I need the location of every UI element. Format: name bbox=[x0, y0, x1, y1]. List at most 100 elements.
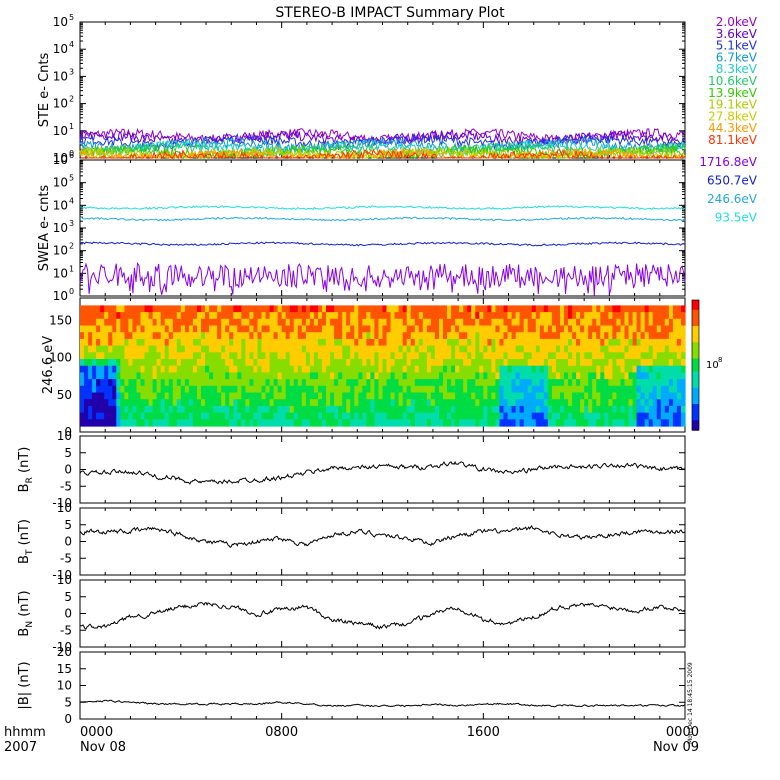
heatmap-cell bbox=[612, 305, 617, 313]
heatmap-cell bbox=[495, 365, 500, 373]
heatmap-cell bbox=[176, 305, 182, 313]
heatmap-cell bbox=[152, 359, 158, 367]
legend-entry: 1716.8eV bbox=[699, 155, 757, 169]
heatmap-cell bbox=[636, 365, 642, 373]
heatmap-cell bbox=[338, 419, 343, 427]
heatmap-cell bbox=[519, 325, 525, 333]
heatmap-cell bbox=[249, 365, 254, 373]
heatmap-cell bbox=[507, 318, 513, 327]
heatmap-cell bbox=[398, 332, 404, 340]
heatmap-cell bbox=[479, 332, 484, 340]
heatmap-cell bbox=[362, 338, 367, 347]
heatmap-cell bbox=[197, 392, 202, 400]
heatmap-cell bbox=[354, 359, 359, 367]
heatmap-cell bbox=[261, 385, 267, 394]
heatmap-cell bbox=[184, 385, 190, 394]
heatmap-cell bbox=[455, 392, 460, 400]
heatmap-cell bbox=[233, 372, 238, 380]
heatmap-cell bbox=[475, 359, 480, 367]
heatmap-cell bbox=[398, 399, 404, 407]
heatmap-cell bbox=[511, 325, 517, 333]
heatmap-cell bbox=[660, 365, 666, 373]
heatmap-cell bbox=[168, 385, 174, 394]
heatmap-cell bbox=[330, 405, 335, 414]
heatmap-cell bbox=[168, 392, 174, 400]
heatmap-cell bbox=[451, 399, 456, 407]
heatmap-cell bbox=[273, 332, 279, 340]
heatmap-cell bbox=[564, 305, 569, 313]
heatmap-cell bbox=[487, 419, 492, 427]
colorbar-segment bbox=[692, 322, 699, 327]
heatmap-cell bbox=[624, 318, 630, 327]
heatmap-cell bbox=[88, 412, 93, 420]
heatmap-cell bbox=[418, 359, 424, 367]
heatmap-cell bbox=[572, 399, 577, 407]
heatmap-cell bbox=[80, 419, 85, 427]
heatmap-cell bbox=[564, 405, 569, 414]
heatmap-cell bbox=[330, 318, 335, 327]
heatmap-cell bbox=[592, 305, 597, 313]
heatmap-cell bbox=[560, 419, 565, 427]
heatmap-cell bbox=[253, 412, 258, 420]
heatmap-cell bbox=[588, 318, 593, 327]
heatmap-cell bbox=[346, 359, 351, 367]
heatmap-cell bbox=[245, 359, 250, 367]
heatmap-cell bbox=[394, 352, 400, 360]
heatmap-cell bbox=[217, 345, 222, 353]
heatmap-cell bbox=[555, 365, 561, 373]
y-tick-exponent: 6 bbox=[69, 151, 74, 160]
heatmap-cell bbox=[281, 338, 287, 347]
heatmap-cell bbox=[555, 419, 561, 427]
heatmap-cell bbox=[188, 412, 194, 420]
heatmap-cell bbox=[447, 305, 452, 313]
heatmap-cell bbox=[176, 365, 182, 373]
heatmap-cell bbox=[305, 372, 311, 380]
heatmap-cell bbox=[418, 392, 424, 400]
heatmap-cell bbox=[443, 332, 448, 340]
heatmap-cell bbox=[100, 325, 105, 333]
heatmap-cell bbox=[636, 372, 642, 380]
heatmap-cell bbox=[285, 345, 291, 353]
heatmap-cell bbox=[229, 312, 234, 320]
heatmap-cell bbox=[172, 338, 178, 347]
heatmap-cell bbox=[289, 405, 295, 414]
heatmap-cell bbox=[656, 399, 662, 407]
heatmap-cell bbox=[245, 412, 250, 420]
heatmap-cell bbox=[580, 332, 585, 340]
heatmap-cell bbox=[277, 405, 283, 414]
heatmap-cell bbox=[572, 372, 577, 380]
heatmap-cell bbox=[418, 345, 424, 353]
heatmap-cell bbox=[560, 345, 565, 353]
heatmap-cell bbox=[386, 359, 392, 367]
heatmap-cell bbox=[144, 419, 150, 427]
heatmap-cell bbox=[660, 372, 666, 380]
heatmap-cell bbox=[269, 312, 275, 320]
heatmap-cell bbox=[608, 318, 613, 327]
heatmap-cell bbox=[555, 359, 561, 367]
heatmap-cell bbox=[253, 379, 258, 387]
heatmap-cell bbox=[568, 345, 573, 353]
heatmap-cell bbox=[233, 359, 238, 367]
heatmap-cell bbox=[503, 359, 509, 367]
heatmap-cell bbox=[225, 345, 230, 353]
time-tick-label: 0000 bbox=[80, 725, 113, 740]
heatmap-cell bbox=[241, 379, 246, 387]
heatmap-cell bbox=[309, 419, 315, 427]
heatmap-cell bbox=[560, 318, 565, 327]
field-line bbox=[79, 601, 686, 630]
heatmap-cell bbox=[681, 338, 686, 347]
heatmap-cell bbox=[233, 318, 238, 327]
heatmap-cell bbox=[378, 405, 384, 414]
heatmap-cell bbox=[225, 379, 230, 387]
heatmap-cell bbox=[523, 379, 529, 387]
heatmap-cell bbox=[398, 318, 404, 327]
heatmap-cell bbox=[681, 419, 686, 427]
series-line bbox=[79, 127, 686, 146]
heatmap-cell bbox=[519, 359, 525, 367]
heatmap-cell bbox=[572, 338, 577, 347]
heatmap-cell bbox=[636, 379, 642, 387]
heatmap-cell bbox=[568, 372, 573, 380]
heatmap-cell bbox=[326, 365, 331, 373]
heatmap-cell bbox=[233, 405, 238, 414]
heatmap-cell bbox=[511, 318, 517, 327]
